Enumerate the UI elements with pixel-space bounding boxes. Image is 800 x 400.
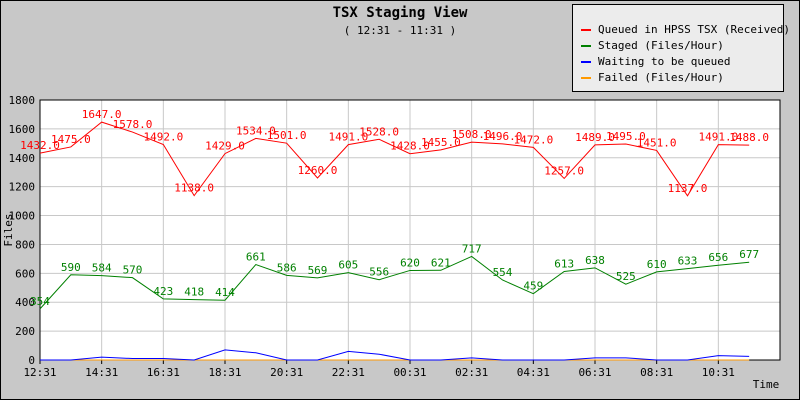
- x-tick-label: 22:31: [332, 366, 365, 379]
- data-label-0: 1496.0: [483, 130, 523, 143]
- y-tick-label: 400: [15, 296, 35, 309]
- data-label-1: 354: [30, 295, 50, 308]
- data-label-0: 1534.0: [236, 124, 276, 137]
- x-tick-label: 02:31: [455, 366, 488, 379]
- x-tick-label: 04:31: [517, 366, 550, 379]
- data-label-1: 656: [708, 251, 728, 264]
- data-label-1: 590: [61, 261, 81, 274]
- data-label-0: 1137.0: [668, 182, 708, 195]
- legend-item-queued: Queued in HPSS TSX (Received): [581, 23, 790, 37]
- y-tick-label: 1000: [9, 210, 36, 223]
- x-tick-label: 00:31: [393, 366, 426, 379]
- series-line-0: [39, 121, 750, 197]
- x-tick-label: 16:31: [147, 366, 180, 379]
- y-tick-label: 1600: [9, 123, 36, 136]
- data-label-1: 638: [585, 254, 605, 267]
- data-label-1: 661: [246, 251, 266, 264]
- data-label-0: 1495.0: [606, 130, 646, 143]
- data-label-1: 717: [462, 242, 482, 255]
- data-label-0: 1257.0: [544, 164, 584, 177]
- data-label-1: 633: [678, 255, 698, 268]
- x-tick-label: 12:31: [23, 366, 56, 379]
- y-tick-label: 0: [28, 354, 35, 367]
- data-label-1: 525: [616, 270, 636, 283]
- data-label-0: 1488.0: [729, 131, 769, 144]
- data-label-0: 1451.0: [637, 136, 677, 149]
- data-label-0: 1489.0: [575, 131, 615, 144]
- y-tick-label: 600: [15, 267, 35, 280]
- series-line-2: [40, 349, 750, 361]
- data-label-1: 554: [493, 266, 513, 279]
- x-axis-label: Time: [753, 378, 780, 391]
- legend-swatch-failed: [581, 77, 591, 79]
- data-label-0: 1508.0: [452, 128, 492, 141]
- series-line-1: [39, 255, 750, 310]
- data-label-1: 414: [215, 286, 235, 299]
- data-label-1: 556: [369, 266, 389, 279]
- legend-item-failed: Failed (Files/Hour): [581, 71, 724, 85]
- data-label-0: 1429.0: [205, 140, 245, 153]
- x-tick-label: 10:31: [702, 366, 735, 379]
- data-label-0: 1491.0: [328, 131, 368, 144]
- data-label-1: 570: [123, 264, 143, 277]
- data-label-1: 613: [554, 257, 574, 270]
- data-label-1: 459: [523, 280, 543, 293]
- x-tick-label: 20:31: [270, 366, 303, 379]
- data-label-0: 1472.0: [513, 133, 553, 146]
- legend-item-staged: Staged (Files/Hour): [581, 39, 724, 53]
- x-tick-label: 14:31: [85, 366, 118, 379]
- legend-item-waiting: Waiting to be queued: [581, 55, 730, 69]
- data-label-0: 1491.0: [698, 131, 738, 144]
- data-label-1: 586: [277, 261, 297, 274]
- data-label-0: 1428.0: [390, 140, 430, 153]
- data-label-1: 621: [431, 256, 451, 269]
- data-label-0: 1528.0: [359, 125, 399, 138]
- x-tick-label: 18:31: [208, 366, 241, 379]
- data-label-0: 1578.0: [113, 118, 153, 131]
- legend-label-staged: Staged (Files/Hour): [598, 39, 724, 52]
- data-label-1: 584: [92, 262, 112, 275]
- data-label-0: 1647.0: [82, 108, 122, 121]
- y-tick-label: 1800: [9, 94, 36, 107]
- data-label-0: 1475.0: [51, 133, 91, 146]
- data-label-0: 1138.0: [174, 182, 214, 195]
- data-label-0: 1501.0: [267, 129, 307, 142]
- y-tick-label: 200: [15, 325, 35, 338]
- y-axis-label: Files: [2, 213, 15, 246]
- data-label-1: 418: [184, 286, 204, 299]
- data-label-1: 569: [308, 264, 328, 277]
- legend-swatch-staged: [581, 45, 591, 47]
- legend-swatch-waiting: [581, 61, 591, 63]
- data-label-0: 1492.0: [143, 130, 183, 143]
- data-label-1: 677: [739, 248, 759, 261]
- x-tick-label: 08:31: [640, 366, 673, 379]
- data-label-1: 605: [338, 259, 358, 272]
- data-label-1: 423: [153, 285, 173, 298]
- legend-label-waiting: Waiting to be queued: [598, 55, 731, 68]
- legend-swatch-queued: [581, 29, 591, 31]
- legend-label-failed: Failed (Files/Hour): [598, 71, 724, 84]
- chart-title: TSX Staging View: [332, 5, 468, 21]
- x-tick-label: 06:31: [578, 366, 611, 379]
- y-tick-label: 1400: [9, 152, 36, 165]
- data-label-1: 620: [400, 256, 420, 269]
- legend: Queued in HPSS TSX (Received) Staged (Fi…: [572, 4, 790, 92]
- legend-label-queued: Queued in HPSS TSX (Received): [598, 23, 791, 36]
- data-label-0: 1432.0: [20, 139, 60, 152]
- data-label-0: 1455.0: [421, 136, 461, 149]
- y-tick-label: 800: [15, 238, 35, 251]
- y-tick-label: 1200: [9, 181, 36, 194]
- chart-subtitle: ( 12:31 - 11:31 ): [343, 24, 457, 37]
- data-label-1: 610: [647, 258, 667, 271]
- data-label-0: 1260.0: [298, 164, 338, 177]
